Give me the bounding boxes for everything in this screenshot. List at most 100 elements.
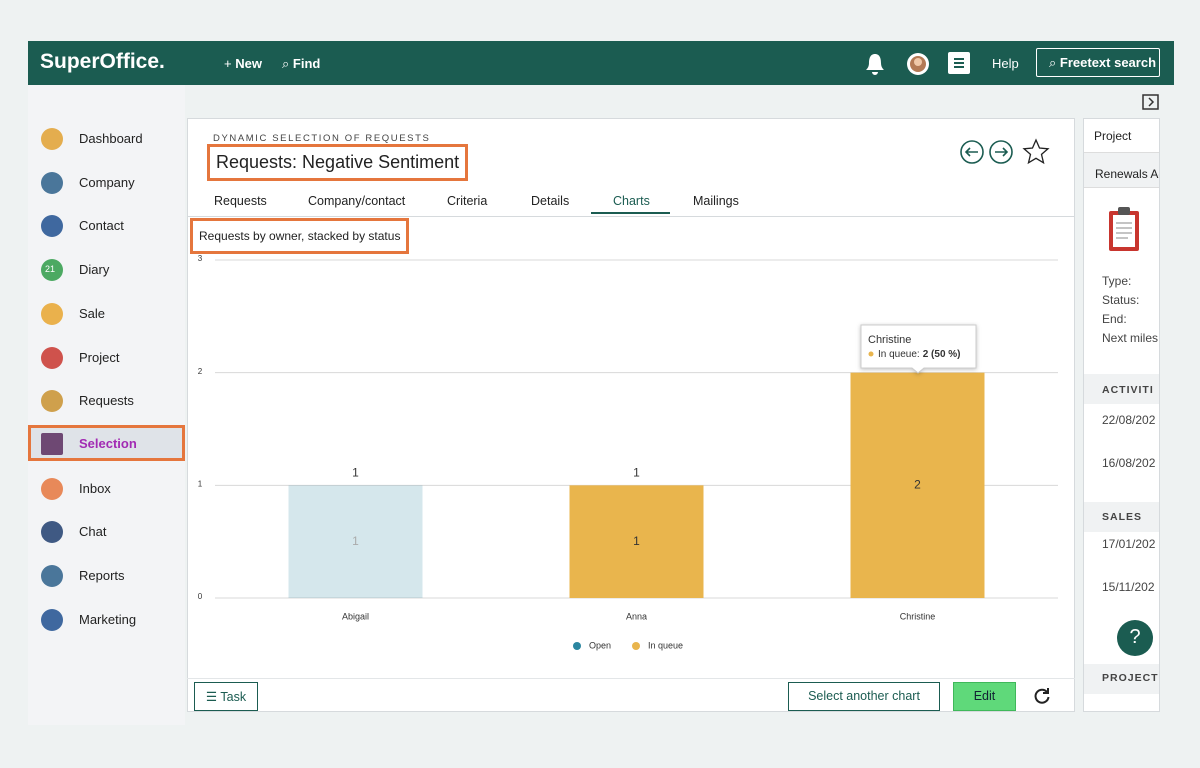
activity-date: 16/08/202: [1102, 456, 1156, 470]
task-label: Task: [220, 690, 247, 704]
project-heading: PROJECT: [1102, 672, 1159, 684]
expand-icon[interactable]: [1142, 94, 1160, 110]
tab[interactable]: Company/contact: [308, 194, 406, 208]
avatar[interactable]: [906, 52, 930, 76]
project-row: [1084, 152, 1159, 188]
find-label: Find: [292, 56, 321, 71]
legend-swatch: [573, 642, 581, 650]
nav-label: Project: [79, 349, 120, 365]
nav-label: Diary: [79, 262, 110, 278]
edit-button[interactable]: Edit: [953, 682, 1016, 711]
nav-icon: [41, 521, 63, 544]
tooltip-label: In queue:: [878, 349, 920, 360]
nav-item[interactable]: Contact: [28, 207, 185, 243]
nav-label: Requests: [79, 393, 134, 409]
nav-item[interactable]: Requests: [28, 382, 185, 418]
nav-icon: [41, 390, 63, 413]
bar-value-label: 2: [914, 478, 921, 492]
tooltip-title: Christine: [868, 334, 911, 346]
chart: 012311Abigail11Anna22ChristineOpenIn que…: [198, 254, 1058, 650]
active-tab-underline: [591, 212, 670, 214]
tooltip-line: In queue: 2 (50 %): [878, 349, 961, 360]
bar: [569, 485, 704, 598]
field-label: Status:: [1102, 293, 1140, 307]
task-button[interactable]: ☰ Task: [194, 682, 258, 711]
nav-icon: [41, 346, 63, 369]
select-chart-button[interactable]: Select another chart: [788, 682, 940, 711]
nav-icon: [41, 215, 63, 238]
tab-divider: [188, 216, 1074, 217]
nav-item[interactable]: Marketing: [28, 601, 185, 637]
new-button[interactable]: + New: [224, 56, 262, 71]
nav-label: Inbox: [79, 480, 111, 496]
nav-item[interactable]: Reports: [28, 557, 185, 593]
chart-title: Requests by owner, stacked by status: [190, 218, 410, 254]
nav-label: Chat: [79, 524, 107, 540]
project-icon: [1109, 207, 1139, 251]
nav-icon: [41, 565, 63, 587]
nav-icon: [41, 259, 63, 282]
side-tab[interactable]: Project: [1094, 129, 1132, 143]
nav-icon: [41, 608, 63, 631]
selection-kicker: DYNAMIC SELECTION OF REQUESTS: [213, 133, 431, 144]
nav-item[interactable]: Project: [28, 339, 185, 375]
nav-label: Selection: [79, 436, 137, 451]
tab[interactable]: Charts: [613, 194, 650, 208]
nav-item[interactable]: Company: [28, 164, 185, 200]
bar: [850, 372, 985, 598]
total-label: 1: [633, 466, 640, 480]
bell-icon[interactable]: [864, 52, 886, 76]
x-tick-label: Christine: [900, 611, 936, 621]
menu-icon[interactable]: [948, 52, 970, 74]
tab[interactable]: Details: [531, 194, 570, 208]
tab[interactable]: Mailings: [693, 194, 739, 208]
y-tick-label: 2: [198, 367, 203, 376]
nav-label: Company: [79, 174, 135, 190]
new-label: New: [235, 56, 262, 71]
total-label: 1: [352, 466, 359, 480]
find-button[interactable]: ⌕ Find: [282, 56, 321, 71]
tab[interactable]: Requests: [214, 194, 267, 208]
nav-item[interactable]: Dashboard: [28, 120, 185, 156]
nav-item[interactable]: Selection: [28, 425, 185, 461]
selection-title: Requests: Negative Sentiment: [207, 144, 469, 181]
sale-date: 17/01/202: [1102, 537, 1156, 551]
nav-label: Sale: [79, 305, 106, 321]
side-panel: Project Renewals A- Type: Status: End: Next…: [1083, 118, 1160, 712]
help-link[interactable]: Help: [992, 56, 1019, 71]
legend-swatch: [632, 642, 640, 650]
y-tick-label: 0: [198, 592, 203, 601]
refresh-icon[interactable]: [1032, 686, 1052, 706]
help-button[interactable]: ?: [1117, 620, 1153, 656]
nav-label: Contact: [79, 218, 124, 234]
tooltip-swatch: [868, 351, 874, 357]
tab[interactable]: Criteria: [447, 194, 488, 208]
activities-heading: ACTIVITI: [1102, 384, 1154, 396]
nav-item[interactable]: Sale: [28, 295, 185, 331]
nav-icon: [41, 477, 63, 500]
tooltip-value: 2 (50 %): [923, 349, 961, 360]
field-label: Type:: [1102, 274, 1132, 288]
x-tick-label: Abigail: [342, 611, 369, 621]
bar: [288, 485, 423, 598]
search-box[interactable]: ⌕ Freetext search: [1036, 48, 1160, 77]
sale-date: 15/11/202: [1102, 580, 1155, 594]
nav-label: Marketing: [79, 611, 137, 627]
nav-item[interactable]: 21 Diary: [28, 251, 185, 287]
nav-item[interactable]: Chat: [28, 513, 185, 549]
title-actions: [960, 138, 1050, 165]
bar-value-label: 1: [352, 534, 359, 548]
legend-label: In queue: [648, 640, 683, 650]
sales-heading: SALES: [1102, 511, 1143, 523]
bar-value-label: 1: [633, 534, 640, 548]
project-name[interactable]: Renewals A-: [1095, 167, 1160, 181]
activities-band: [1084, 374, 1159, 404]
nav-item[interactable]: Inbox: [28, 470, 185, 506]
diary-day: 21: [45, 264, 56, 275]
logo[interactable]: SuperOffice.: [40, 50, 165, 73]
y-tick-label: 3: [198, 254, 203, 263]
nav-label: Dashboard: [79, 131, 143, 146]
y-tick-label: 1: [198, 479, 203, 488]
